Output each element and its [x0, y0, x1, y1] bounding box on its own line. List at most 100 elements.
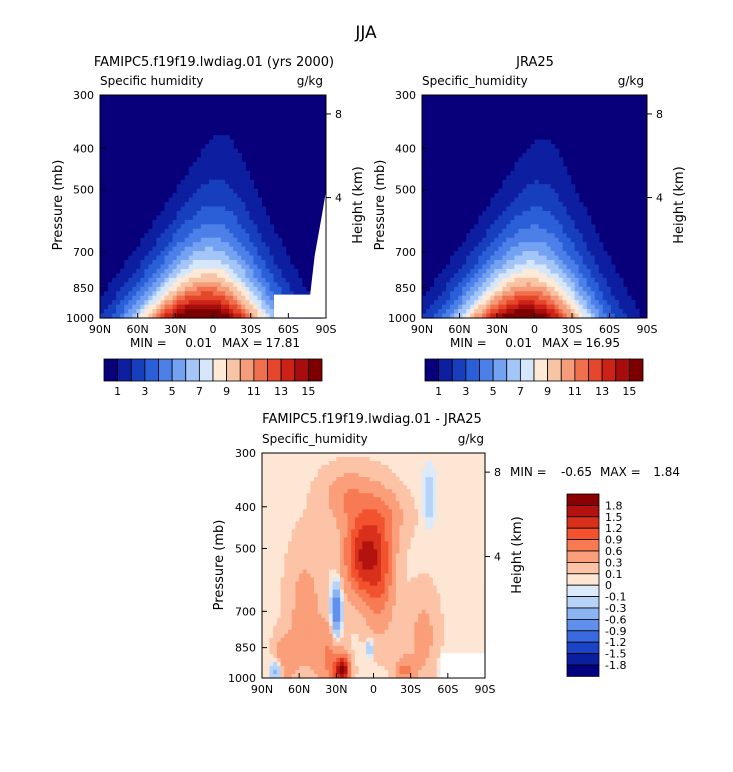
field-cell	[281, 251, 287, 257]
field-cell	[518, 224, 524, 230]
field-cell	[276, 557, 282, 563]
field-cell	[470, 228, 475, 234]
field-cell	[152, 219, 158, 225]
field-cell	[221, 197, 226, 203]
field-cell	[213, 157, 218, 163]
field-cell	[384, 541, 389, 547]
field-cell	[358, 537, 363, 542]
field-cell	[249, 251, 254, 257]
field-cell	[530, 188, 536, 194]
field-cell	[208, 184, 214, 190]
field-cell	[384, 549, 389, 555]
field-cell	[554, 188, 560, 194]
field-cell	[377, 505, 382, 510]
field-cell	[522, 268, 528, 274]
field-cell	[606, 282, 612, 288]
field-cell	[466, 521, 471, 526]
field-cell	[498, 300, 503, 306]
field-cell	[168, 264, 174, 270]
field-cell	[538, 264, 544, 270]
field-cell	[436, 565, 441, 571]
field-cell	[574, 255, 580, 261]
field-cell	[249, 210, 254, 217]
field-cell	[455, 549, 460, 555]
field-cell	[534, 157, 540, 163]
field-cell	[554, 152, 560, 159]
field-cell	[362, 553, 367, 559]
field-cell	[213, 264, 218, 270]
field-cell	[399, 485, 404, 490]
field-cell	[399, 477, 404, 482]
field-cell	[208, 255, 214, 261]
field-cell	[229, 161, 234, 167]
field-cell	[148, 233, 154, 239]
field-cell	[351, 477, 356, 482]
height-tick-label: 4	[335, 192, 342, 205]
field-cell	[362, 545, 367, 551]
field-cell	[451, 497, 456, 502]
field-cell	[148, 273, 154, 279]
field-cell	[204, 210, 210, 217]
field-cell	[510, 313, 516, 319]
field-cell	[369, 577, 375, 583]
field-cell	[160, 282, 166, 288]
field-cell	[566, 300, 572, 306]
field-cell	[470, 553, 475, 559]
field-cell	[132, 273, 137, 279]
field-cell	[373, 573, 378, 579]
field-cell	[321, 497, 326, 502]
field-cell	[132, 304, 137, 310]
field-cell	[410, 545, 415, 551]
field-cell	[148, 237, 154, 243]
field-cell	[233, 148, 238, 154]
field-cell	[180, 193, 186, 199]
field-cell	[299, 469, 304, 474]
field-cell	[458, 529, 464, 534]
field-cell	[377, 549, 382, 555]
field-cell	[414, 533, 419, 538]
field-cell	[462, 313, 467, 319]
field-cell	[317, 497, 323, 502]
field-cell	[462, 286, 467, 292]
field-cell	[538, 286, 544, 292]
field-cell	[196, 202, 202, 208]
field-cell	[340, 545, 345, 551]
field-cell	[570, 215, 576, 221]
field-cell	[347, 541, 352, 547]
field-cell	[450, 268, 455, 274]
field-cell	[347, 565, 352, 571]
field-cell	[245, 228, 250, 234]
field-cell	[249, 197, 254, 203]
field-cell	[273, 521, 278, 526]
field-cell	[451, 549, 456, 555]
field-cell	[440, 461, 445, 466]
field-cell	[466, 517, 471, 522]
field-cell	[136, 246, 141, 252]
field-cell	[336, 457, 341, 462]
field-cell	[200, 273, 206, 279]
field-cell	[284, 557, 289, 563]
field-cell	[462, 545, 468, 551]
field-cell	[257, 206, 263, 212]
field-cell	[184, 228, 190, 234]
field-cell	[462, 501, 468, 506]
field-cell	[455, 541, 460, 547]
field-cell	[598, 309, 604, 315]
field-cell	[481, 501, 486, 506]
field-cell	[384, 553, 389, 559]
panel-difference-subtitle-left: Specific_humidity	[262, 432, 368, 446]
field-cell	[426, 291, 431, 297]
field-cell	[395, 605, 401, 611]
field-cell	[466, 273, 471, 279]
field-cell	[340, 553, 345, 559]
field-cell	[373, 497, 378, 502]
field-cell	[358, 469, 363, 474]
field-cell	[470, 264, 475, 270]
field-cell	[340, 521, 345, 526]
field-cell	[225, 210, 230, 217]
field-cell	[490, 291, 495, 297]
field-cell	[347, 461, 352, 466]
field-cell	[233, 304, 238, 310]
field-cell	[208, 277, 214, 283]
field-cell	[284, 465, 289, 470]
